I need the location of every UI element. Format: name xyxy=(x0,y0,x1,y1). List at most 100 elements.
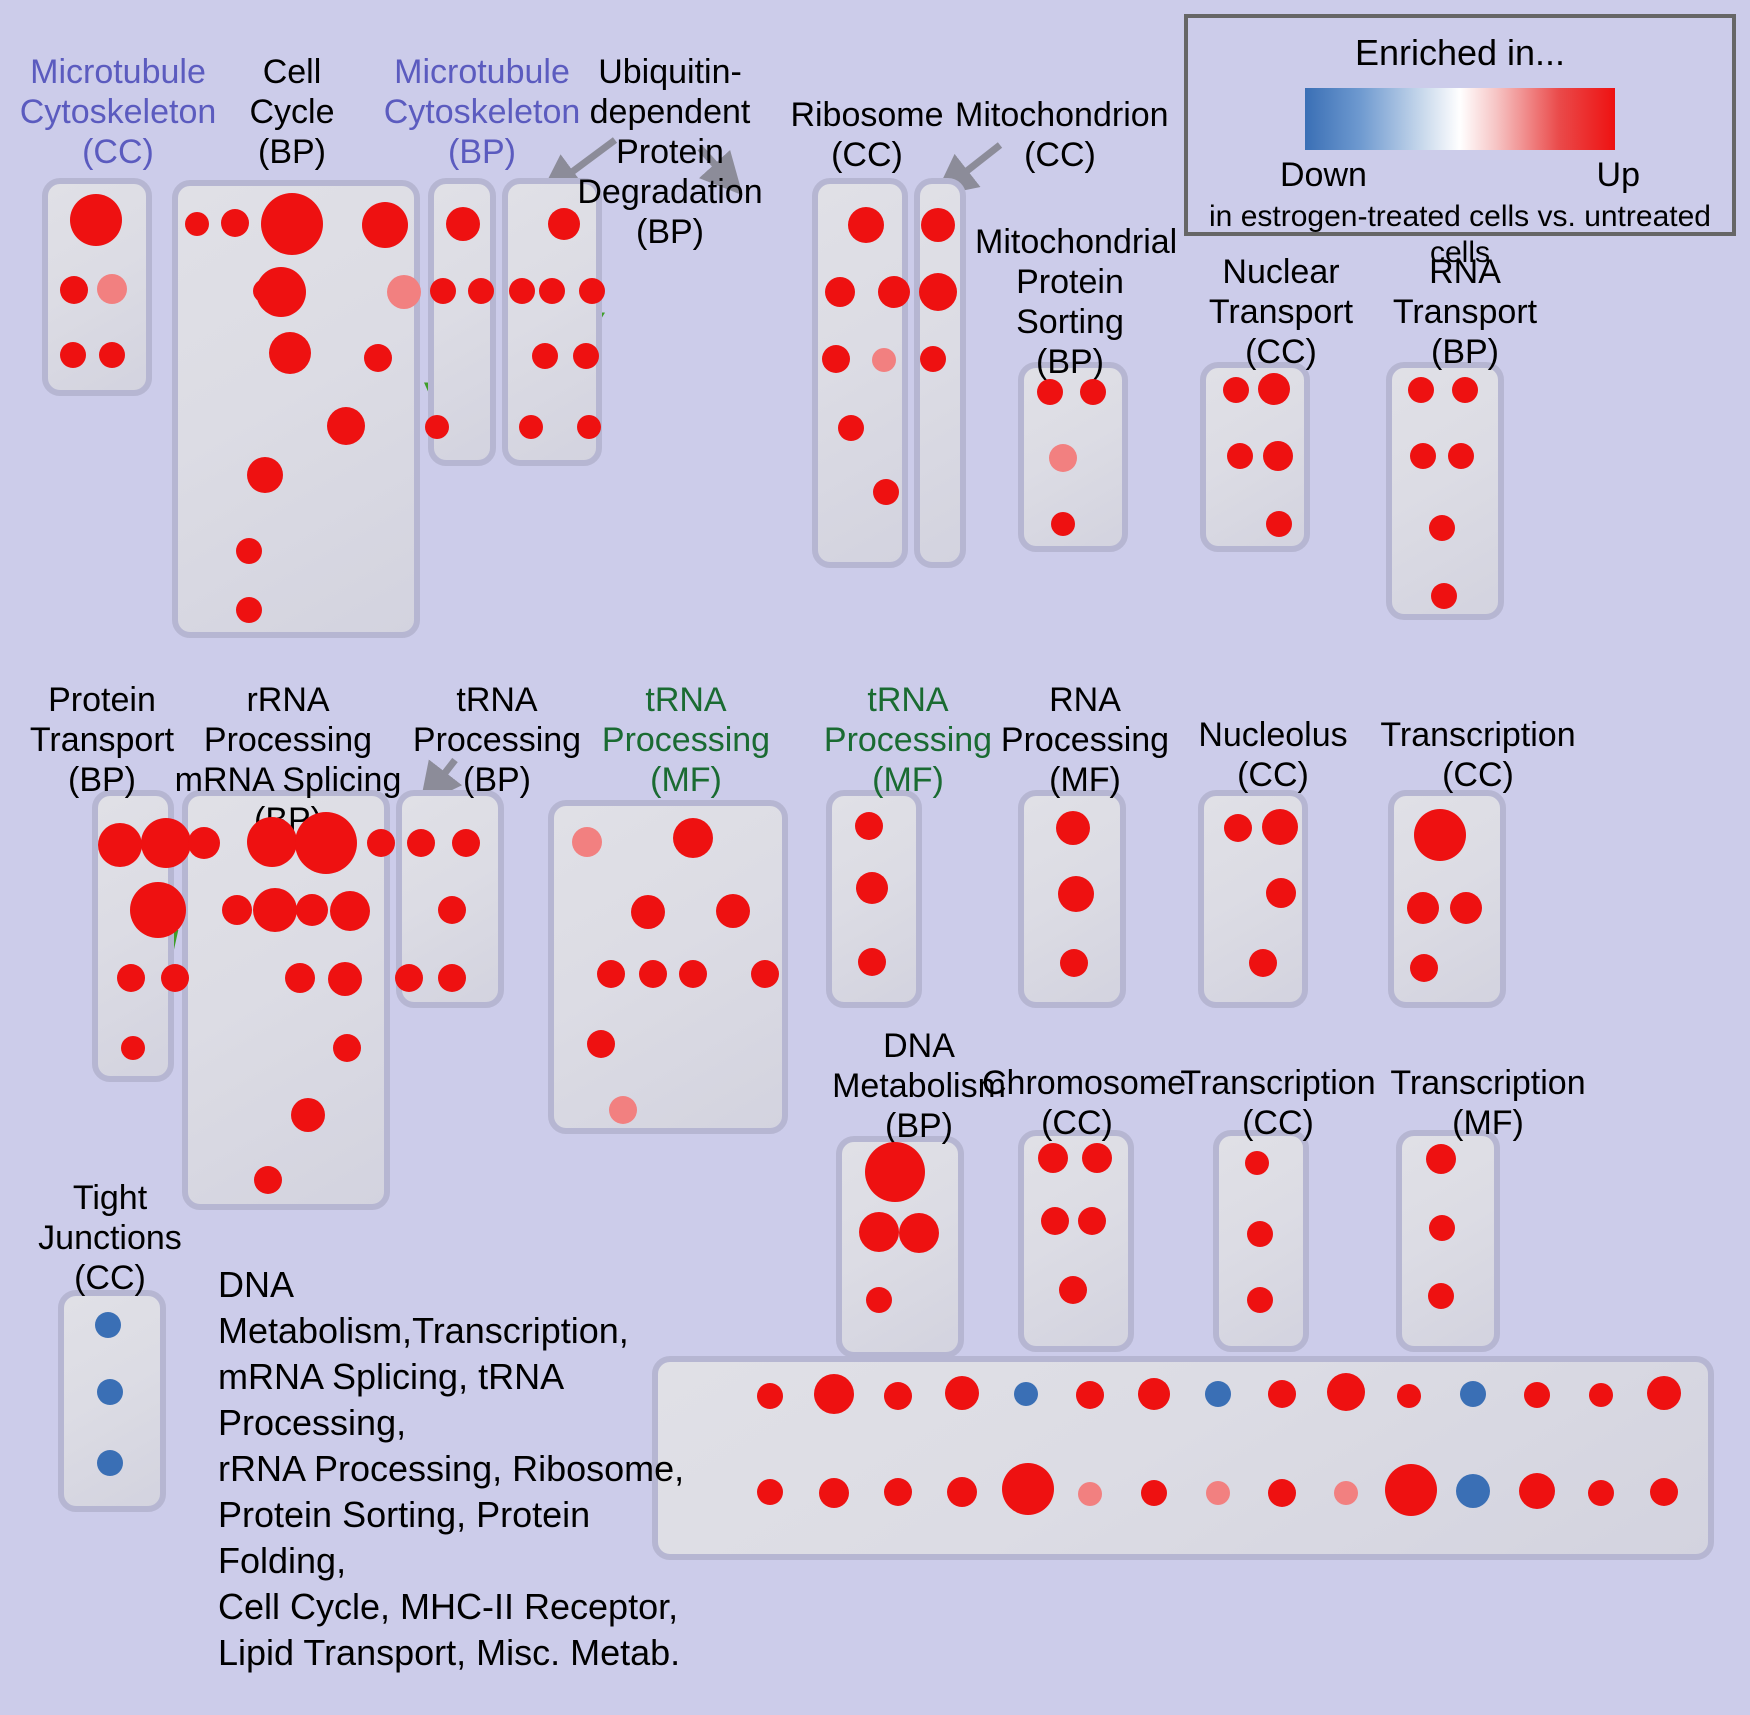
node xyxy=(631,895,665,929)
node xyxy=(1334,1481,1358,1505)
node xyxy=(1408,377,1434,403)
node xyxy=(95,1312,121,1338)
node xyxy=(99,342,125,368)
node xyxy=(1059,1276,1087,1304)
node xyxy=(1060,949,1088,977)
node xyxy=(362,202,408,248)
node xyxy=(532,343,558,369)
cluster-label-transcription-mf: Transcription (MF) xyxy=(1390,1064,1586,1142)
node xyxy=(856,872,888,904)
node xyxy=(673,818,713,858)
cluster-label-transcription-cc-2: Transcription (CC) xyxy=(1180,1064,1376,1142)
cluster-label-rna-processing-mf: RNA Processing (MF) xyxy=(1000,681,1170,799)
node xyxy=(1206,1481,1230,1505)
node xyxy=(1247,1221,1273,1247)
cluster-label-nuclear-transport-cc: Nuclear Transport (CC) xyxy=(1208,253,1354,371)
cluster-label-trna-processing-mf-2: tRNA Processing (MF) xyxy=(823,681,993,799)
node xyxy=(1426,1144,1456,1174)
node xyxy=(328,962,362,996)
node xyxy=(438,896,466,924)
node xyxy=(1051,512,1075,536)
legend-subtitle: in estrogen-treated cells vs. untreated … xyxy=(1209,200,1711,269)
node xyxy=(679,960,707,988)
node xyxy=(1258,373,1290,405)
node xyxy=(577,415,601,439)
node xyxy=(1082,1143,1112,1173)
node xyxy=(221,209,249,237)
node xyxy=(60,342,86,368)
node xyxy=(1268,1380,1296,1408)
node xyxy=(452,829,480,857)
node xyxy=(1056,811,1090,845)
node xyxy=(1460,1381,1486,1407)
legend-down-label: Down xyxy=(1280,156,1367,194)
node xyxy=(1410,443,1436,469)
node xyxy=(1080,379,1106,405)
node xyxy=(572,827,602,857)
node xyxy=(884,1382,912,1410)
node xyxy=(1385,1464,1437,1516)
cluster-panel-nuclear-transport-cc xyxy=(1200,362,1310,552)
cluster-panel-rna-transport-bp xyxy=(1386,362,1504,620)
node xyxy=(919,273,957,311)
node xyxy=(1247,1287,1273,1313)
node xyxy=(859,1212,899,1252)
node xyxy=(1078,1482,1102,1506)
node xyxy=(1049,444,1077,472)
node xyxy=(1327,1373,1365,1411)
node xyxy=(884,1478,912,1506)
node xyxy=(70,194,122,246)
node xyxy=(1266,511,1292,537)
node xyxy=(866,1287,892,1313)
summary-text-block: DNA Metabolism,Transcription, mRNA Splic… xyxy=(218,1264,685,1673)
node xyxy=(1428,1283,1454,1309)
node xyxy=(1038,1143,1068,1173)
cluster-label-mitochondrion-cc: Mitochondrion (CC) xyxy=(955,96,1169,174)
node xyxy=(1429,1215,1455,1241)
node xyxy=(1041,1207,1069,1235)
node xyxy=(609,1096,637,1124)
cluster-label-trna-processing-mf-1: tRNA Processing (MF) xyxy=(601,681,771,799)
node xyxy=(121,1036,145,1060)
node xyxy=(1397,1384,1421,1408)
node xyxy=(117,964,145,992)
node xyxy=(1078,1207,1106,1235)
node xyxy=(873,479,899,505)
node xyxy=(468,278,494,304)
node xyxy=(1141,1480,1167,1506)
node xyxy=(899,1213,939,1253)
node xyxy=(1138,1378,1170,1410)
node xyxy=(1224,814,1252,842)
cluster-label-cell-cycle-bp: Cell Cycle (BP) xyxy=(249,53,335,171)
node xyxy=(548,208,580,240)
node xyxy=(97,274,127,304)
node xyxy=(587,1030,615,1058)
node xyxy=(130,882,186,938)
node xyxy=(97,1450,123,1476)
node xyxy=(539,278,565,304)
node xyxy=(333,1034,361,1062)
node xyxy=(921,208,955,242)
node xyxy=(1448,443,1474,469)
cluster-label-ribosome-cc: Ribosome (CC) xyxy=(790,96,944,174)
node xyxy=(945,1376,979,1410)
cluster-label-mitochondrial-protein-sorting-bp: Mitochondrial Protein Sorting (BP) xyxy=(975,223,1178,381)
node xyxy=(430,278,456,304)
cluster-label-trna-processing-bp: tRNA Processing (BP) xyxy=(412,681,582,799)
node xyxy=(1650,1478,1678,1506)
node xyxy=(291,1098,325,1132)
node xyxy=(1452,377,1478,403)
legend-up-label: Up xyxy=(1596,156,1640,194)
legend-box: Enriched in... Down Up in estrogen-treat… xyxy=(1184,14,1736,269)
node xyxy=(509,278,535,304)
cluster-panel-chromosome-cc xyxy=(1018,1130,1134,1352)
node xyxy=(236,597,262,623)
cluster-label-tight-junctions-cc: Tight Junctions (CC) xyxy=(38,1179,182,1297)
node xyxy=(1407,892,1439,924)
node xyxy=(446,207,480,241)
node xyxy=(1058,876,1094,912)
legend-title: Enriched in... xyxy=(1354,32,1566,73)
node xyxy=(1588,1480,1614,1506)
node xyxy=(364,344,392,372)
cluster-panel-transcription-mf xyxy=(1396,1130,1500,1352)
